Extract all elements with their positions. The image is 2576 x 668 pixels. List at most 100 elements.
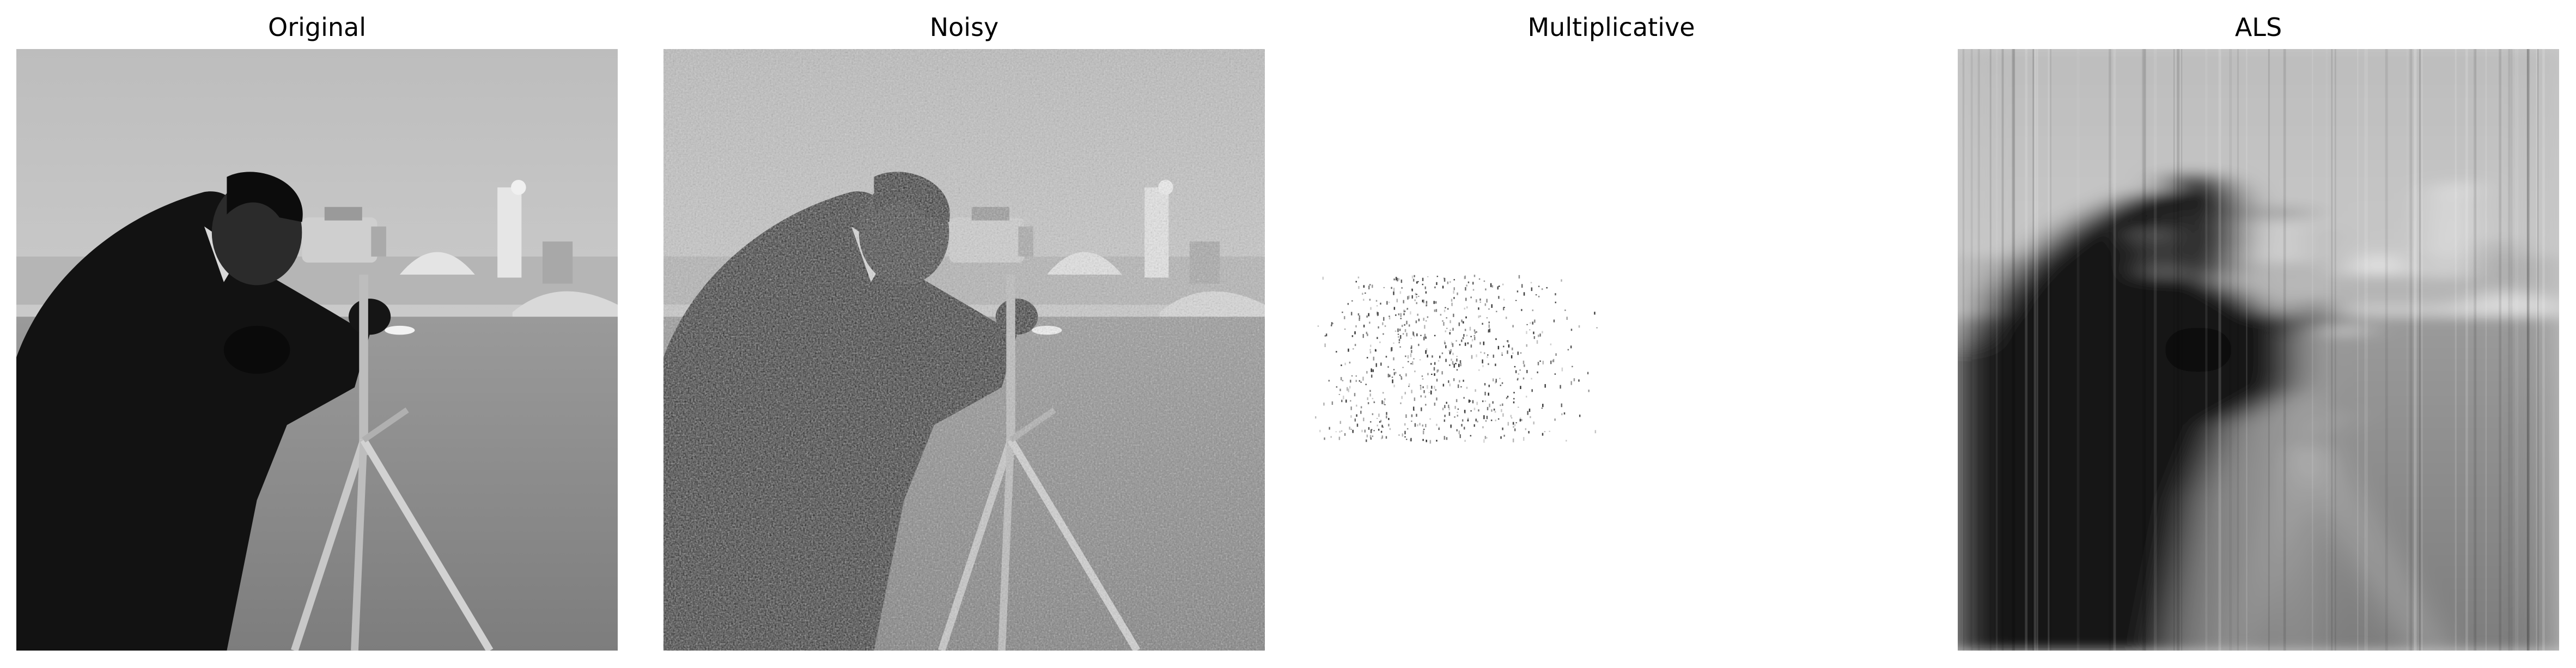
stripe — [2409, 49, 2413, 651]
speck — [1344, 362, 1346, 366]
speck — [1442, 286, 1444, 289]
speck — [1360, 410, 1362, 414]
speck — [1478, 278, 1481, 280]
speck — [1466, 306, 1468, 309]
speck — [1486, 317, 1488, 319]
speck — [1450, 424, 1452, 428]
speck — [1442, 384, 1445, 387]
speck — [1464, 410, 1466, 413]
speck — [1411, 288, 1413, 291]
speck — [1422, 430, 1424, 435]
speck — [1564, 309, 1566, 311]
speck — [1377, 312, 1379, 316]
speck — [1537, 362, 1539, 366]
speck — [1424, 396, 1426, 398]
speck — [1429, 440, 1432, 444]
stripe — [2526, 49, 2529, 651]
speck — [1434, 362, 1436, 365]
speck — [1451, 302, 1453, 306]
speck — [1469, 400, 1471, 402]
speck — [1343, 316, 1345, 319]
speck — [1517, 379, 1519, 381]
speck — [1485, 420, 1487, 422]
speck — [1594, 430, 1597, 434]
speck — [1345, 399, 1347, 403]
speck — [1351, 375, 1353, 376]
speck — [1512, 347, 1513, 350]
speck — [1442, 408, 1444, 410]
speck — [1411, 414, 1413, 417]
speck — [1466, 335, 1468, 337]
speck — [1420, 335, 1422, 336]
speck — [1375, 349, 1377, 352]
speck — [1528, 408, 1531, 412]
speck — [1414, 275, 1415, 277]
speck — [1536, 340, 1538, 344]
speck — [1483, 439, 1485, 443]
speck — [1456, 399, 1458, 403]
speck — [1370, 307, 1372, 310]
speck — [1355, 281, 1357, 283]
speck — [1342, 380, 1344, 381]
speck — [1351, 300, 1353, 302]
stripe — [2414, 49, 2416, 651]
speck — [1531, 378, 1532, 380]
speck — [1508, 344, 1510, 348]
speck — [1512, 325, 1514, 327]
speck — [1356, 423, 1359, 427]
speck — [1482, 400, 1484, 403]
speck — [1410, 363, 1412, 365]
speck — [1539, 360, 1541, 362]
speck — [1483, 415, 1485, 420]
speck — [1388, 418, 1390, 420]
stripe — [2012, 49, 2015, 651]
speck — [1456, 359, 1458, 362]
speck — [1476, 299, 1477, 303]
speck — [1393, 385, 1395, 387]
speck — [1523, 360, 1525, 365]
speck — [1494, 411, 1496, 413]
speck — [1514, 428, 1516, 432]
speck — [1371, 429, 1373, 430]
speck — [1518, 373, 1520, 375]
speck — [1539, 333, 1541, 337]
speck — [1369, 299, 1371, 301]
speck — [1357, 313, 1360, 316]
speck — [1570, 329, 1573, 331]
speck — [1461, 424, 1463, 427]
speck — [1452, 353, 1454, 355]
speck — [1466, 284, 1467, 287]
speck — [1538, 295, 1540, 297]
speck — [1441, 371, 1443, 375]
speck — [1405, 414, 1407, 418]
stripe — [2177, 49, 2180, 651]
speck — [1348, 388, 1349, 392]
stripe — [2542, 49, 2545, 651]
speck — [1336, 351, 1337, 353]
speck — [1393, 291, 1394, 295]
speck — [1348, 348, 1349, 352]
speck — [1550, 343, 1552, 345]
speck — [1380, 362, 1382, 366]
speck — [1359, 315, 1361, 319]
speck — [1532, 309, 1534, 312]
speck — [1400, 376, 1402, 377]
speck — [1382, 392, 1384, 394]
speck — [1436, 440, 1438, 442]
speck — [1393, 357, 1394, 361]
speck — [1454, 405, 1456, 409]
speck — [1588, 390, 1590, 392]
speck — [1383, 287, 1385, 288]
speck — [1483, 341, 1485, 345]
speck — [1390, 348, 1392, 352]
speck — [1452, 327, 1454, 331]
stripe — [2246, 49, 2248, 651]
speck — [1448, 407, 1450, 410]
speck — [1420, 386, 1422, 390]
speck — [1344, 329, 1346, 330]
speck — [1457, 415, 1459, 417]
speck — [1459, 344, 1461, 346]
speck — [1423, 299, 1424, 303]
speck — [1467, 419, 1469, 422]
speck — [1484, 382, 1486, 386]
